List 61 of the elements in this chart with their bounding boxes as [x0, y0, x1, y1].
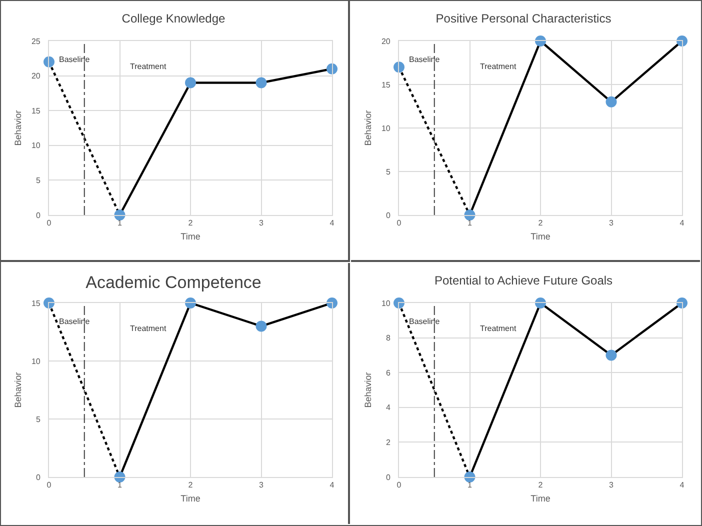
y-tick-label: 2 — [386, 438, 391, 447]
y-axis-title: Behavior — [12, 110, 23, 146]
y-axis-title: Behavior — [362, 110, 373, 146]
x-tick-label: 2 — [188, 480, 194, 490]
annotation: Baseline — [59, 317, 90, 326]
x-axis-title: Time — [530, 231, 550, 242]
y-tick-label: 4 — [386, 403, 391, 412]
y-tick-label: 25 — [31, 36, 41, 46]
x-tick-label: 0 — [46, 480, 52, 490]
y-tick-label: 0 — [386, 472, 391, 482]
y-tick-label: 10 — [31, 141, 41, 150]
x-tick-label: 0 — [396, 480, 402, 490]
x-tick-label: 3 — [609, 218, 614, 228]
chart-title: Positive Personal Characteristics — [436, 11, 612, 26]
annotation: Treatment — [480, 324, 517, 333]
annotation: Treatment — [130, 324, 167, 333]
x-tick-label: 2 — [538, 480, 544, 490]
y-tick-label: 10 — [381, 298, 391, 308]
x-tick-label: 1 — [118, 218, 123, 228]
x-tick-label: 3 — [609, 480, 614, 490]
y-tick-label: 8 — [386, 334, 391, 343]
x-tick-label: 2 — [538, 218, 544, 228]
x-tick-label: 2 — [188, 218, 194, 228]
annotation: Treatment — [130, 62, 167, 71]
x-tick-label: 4 — [680, 218, 685, 228]
x-tick-label: 1 — [468, 480, 473, 490]
x-tick-label: 1 — [118, 480, 123, 490]
x-tick-label: 3 — [259, 480, 264, 490]
x-tick-label: 4 — [330, 218, 335, 228]
chart-title: Academic Competence — [86, 272, 262, 292]
x-axis-title: Time — [530, 493, 550, 504]
y-tick-label: 5 — [386, 167, 391, 176]
y-axis-title: Behavior — [12, 372, 23, 408]
x-tick-label: 0 — [396, 218, 402, 228]
y-tick-label: 5 — [36, 414, 41, 424]
x-tick-label: 4 — [330, 480, 335, 490]
y-tick-label: 10 — [381, 124, 391, 133]
chart-title: College Knowledge — [122, 11, 226, 26]
annotation: Baseline — [409, 317, 440, 326]
x-tick-label: 3 — [259, 218, 264, 228]
y-tick-label: 10 — [31, 356, 41, 366]
x-axis-title: Time — [180, 493, 200, 504]
y-tick-label: 15 — [381, 80, 391, 90]
annotation: Treatment — [480, 62, 517, 71]
x-axis-title: Time — [180, 231, 200, 242]
x-tick-label: 1 — [468, 218, 473, 228]
chart-title: Potential to Achieve Future Goals — [434, 273, 613, 288]
y-tick-label: 15 — [31, 298, 41, 308]
y-axis-title: Behavior — [362, 372, 373, 408]
y-tick-label: 6 — [386, 368, 391, 378]
y-tick-label: 0 — [36, 210, 41, 220]
annotation: Baseline — [409, 55, 440, 64]
y-tick-label: 20 — [31, 72, 41, 81]
y-tick-label: 20 — [381, 36, 391, 46]
x-tick-label: 0 — [46, 218, 52, 228]
y-tick-label: 0 — [36, 472, 41, 482]
x-tick-label: 4 — [680, 480, 685, 490]
annotation: Baseline — [59, 55, 90, 64]
y-tick-label: 15 — [31, 106, 41, 116]
y-tick-label: 5 — [36, 176, 41, 185]
y-tick-label: 0 — [386, 210, 391, 220]
